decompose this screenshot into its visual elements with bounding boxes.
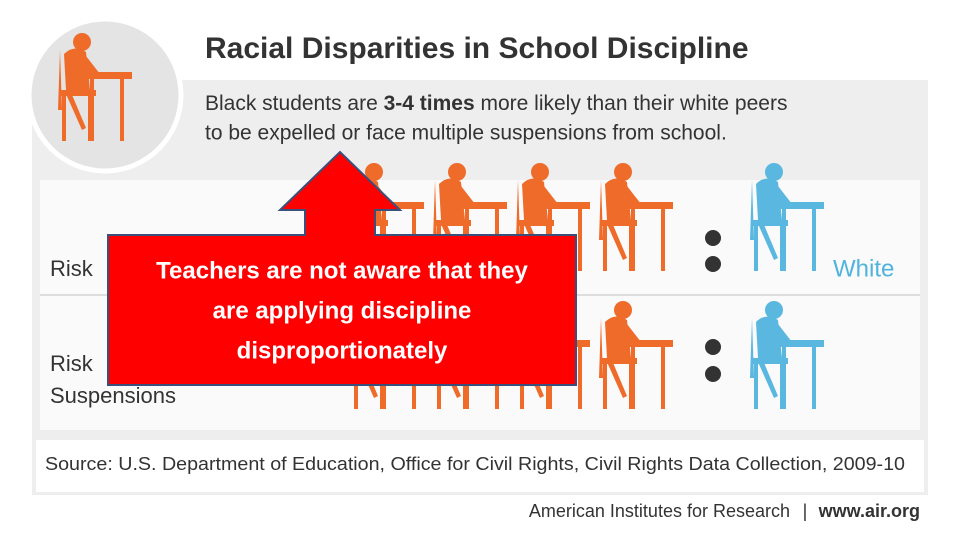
row-label: Risk [50,351,94,376]
subtitle-part: more likely than their white peers [475,92,788,115]
source-box [36,440,924,492]
callout: Teachers are not aware that they are app… [107,150,577,386]
subtitle: Black students are 3-4 times more likely… [205,92,787,115]
source: Source: U.S. Department of Education, Of… [45,454,905,474]
subtitle-part: Black students are [205,92,384,115]
group-label: White [833,255,894,282]
subtitle-bold: 3-4 times [384,92,475,115]
title: Racial Disparities in School Discipline [205,32,749,65]
callout-arrow [107,150,577,386]
callout-text: are applying discipline [213,297,472,324]
ratio-colons [705,230,721,382]
footer-separator: | [803,501,808,521]
footer-org: American Institutes for Research [529,501,790,521]
avatar-circle [26,16,184,174]
callout-text: disproportionately [237,337,448,364]
avatar [26,16,184,174]
row-label: Suspensions [50,383,176,408]
row-label: Risk [50,256,94,281]
callout-text: Teachers are not aware that they [156,257,528,284]
subtitle-line: to be expelled or face multiple suspensi… [205,122,727,145]
footer-website: www.air.org [818,501,920,521]
